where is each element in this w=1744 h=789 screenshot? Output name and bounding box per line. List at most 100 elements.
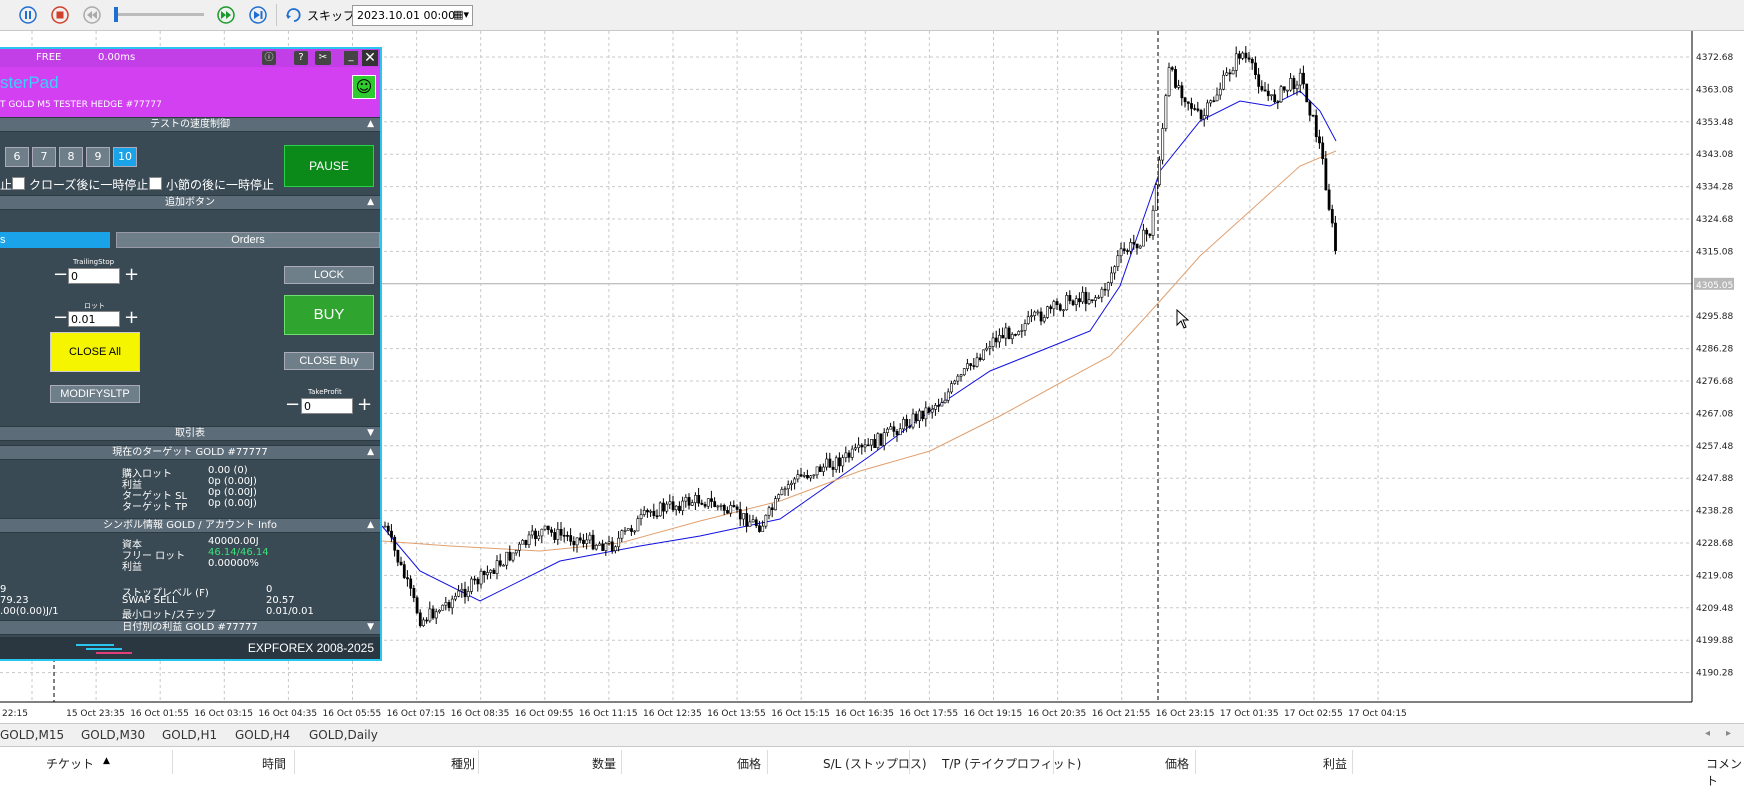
tab-orders[interactable]: Orders [116,232,380,248]
tab-gold-h4[interactable]: GOLD,H4 [235,728,291,742]
candle-body [742,513,745,520]
col-current-price[interactable]: 価格 [1165,757,1190,771]
col-type[interactable]: 種別 [451,757,476,771]
candle-body [1023,323,1027,331]
section-daily-profit[interactable]: 日付別の利益 GOLD #77777 ▼ [0,620,380,635]
section-extra-buttons[interactable]: 追加ボタン ▲ [0,195,380,210]
candle-body [956,375,960,382]
tab-positions[interactable]: s [0,232,110,248]
column-divider [909,750,910,774]
candle-body [726,510,729,514]
close-icon[interactable]: ✕ [362,50,378,66]
section-speed-control[interactable]: テストの速度制御 ▲ [0,117,380,132]
column-divider [621,750,622,774]
info-icon[interactable]: ⓘ [262,51,276,65]
candle-body [1065,295,1069,311]
expand-icon[interactable]: ▼ [367,428,374,438]
collapse-icon[interactable]: ▲ [367,119,374,129]
candle-body [566,535,569,537]
col-profit[interactable]: 利益 [1323,757,1348,771]
trailing-stop-label: TrailingStop [73,258,115,266]
step-forward-icon[interactable] [248,5,268,25]
candle-body [1314,115,1318,138]
help-icon[interactable]: ? [294,51,308,65]
candle-body [441,604,445,611]
tab-gold-m30[interactable]: GOLD,M30 [81,728,146,742]
buy-button[interactable]: BUY [284,295,374,335]
col-time[interactable]: 時間 [262,757,287,771]
tp-minus-button[interactable]: − [285,394,301,415]
calendar-dropdown-icon[interactable]: ▦▾ [453,8,469,21]
pause-icon[interactable] [18,5,38,25]
col-volume[interactable]: 数量 [592,757,617,771]
candle-body [1289,78,1293,91]
price-tick-label: 4286.28 [1696,345,1733,355]
speed-btn-9[interactable]: 9 [86,147,110,167]
pause-after-bar-checkbox[interactable] [149,177,162,190]
candle-body [969,363,973,366]
tab-gold-daily[interactable]: GOLD,Daily [309,728,378,742]
col-price[interactable]: 価格 [737,757,762,771]
time-tick-label: 16 Oct 21:55 [1092,709,1151,719]
skip-date-input[interactable]: 2023.10.01 00:00 ▦▾ [352,5,473,26]
col-tp[interactable]: T/P (テイクプロフィット) [942,757,1082,771]
collapse-icon[interactable]: ▲ [367,520,374,530]
section-symbol-info[interactable]: シンボル情報 GOLD / アカウント Info ▲ [0,518,380,533]
scroll-right-icon[interactable]: ▸ [1726,728,1732,739]
col-ticket[interactable]: チケット [46,757,95,771]
col-sl[interactable]: S/L (ストップロス) [823,757,927,771]
speed-btn-8[interactable]: 8 [59,147,83,167]
candle-body [1046,306,1049,318]
take-profit-input[interactable]: 0 [301,398,353,414]
scroll-left-icon[interactable]: ◂ [1705,728,1711,739]
pause-button[interactable]: PAUSE [284,145,374,187]
panel-subtitle: T GOLD M5 TESTER HEDGE #77777 [0,100,162,110]
tools-icon[interactable]: ✂ [315,51,331,65]
collapse-icon[interactable]: ▲ [367,447,374,457]
candle-body [1078,298,1081,303]
trailing-minus-button[interactable]: − [53,264,69,285]
candle-body [962,368,966,376]
lot-input[interactable]: 0.01 [68,311,120,327]
skip-icon[interactable] [284,5,304,25]
lock-button[interactable]: LOCK [284,266,374,284]
slider-thumb[interactable] [114,7,118,22]
candle-body [668,501,672,505]
trailing-plus-button[interactable]: + [124,264,140,285]
price-tick-label: 4343.08 [1696,150,1733,160]
candle-body [998,335,1001,343]
speed-btn-6[interactable]: 6 [5,147,29,167]
col-comment[interactable]: コメント [1706,757,1743,788]
close-all-button[interactable]: CLOSE All [50,332,140,372]
candle-body [930,409,934,413]
skip-label[interactable]: スキップ [307,9,356,23]
trailing-stop-input[interactable]: 0 [68,268,120,284]
fast-forward-icon[interactable] [216,5,236,25]
candle-body [530,530,534,536]
candle-body [838,457,841,467]
mouse-cursor-icon [1176,309,1190,329]
pause-after-close-checkbox[interactable] [12,177,25,190]
section-trades[interactable]: 取引表 ▼ [0,426,380,441]
stop-icon[interactable] [50,5,70,25]
tab-gold-m15[interactable]: GOLD,M15 [0,728,65,742]
section-target[interactable]: 現在のターゲット GOLD #77777 ▲ [0,445,380,460]
speed-btn-10[interactable]: 10 [113,147,137,167]
tab-gold-h1[interactable]: GOLD,H1 [162,728,218,742]
rewind-icon[interactable] [82,5,102,25]
speed-slider[interactable] [114,7,204,22]
toolbar-separator [276,4,277,26]
close-buy-button[interactable]: CLOSE Buy [284,352,374,370]
lot-plus-button[interactable]: + [124,307,140,328]
modify-sltp-button[interactable]: MODIFYSLTP [50,385,140,403]
candle-body [687,497,691,506]
pause-after-bar-label: 小節の後に一時停止 [166,178,275,192]
collapse-icon[interactable]: ▲ [367,197,374,207]
expand-icon[interactable]: ▼ [367,622,374,632]
speed-btn-7[interactable]: 7 [32,147,56,167]
lot-minus-button[interactable]: − [53,307,69,328]
price-tick-label: 4267.08 [1696,409,1733,419]
section-extra-label: 追加ボタン [165,197,215,208]
minimize-icon[interactable]: _ [344,51,358,65]
tp-plus-button[interactable]: + [357,394,373,415]
